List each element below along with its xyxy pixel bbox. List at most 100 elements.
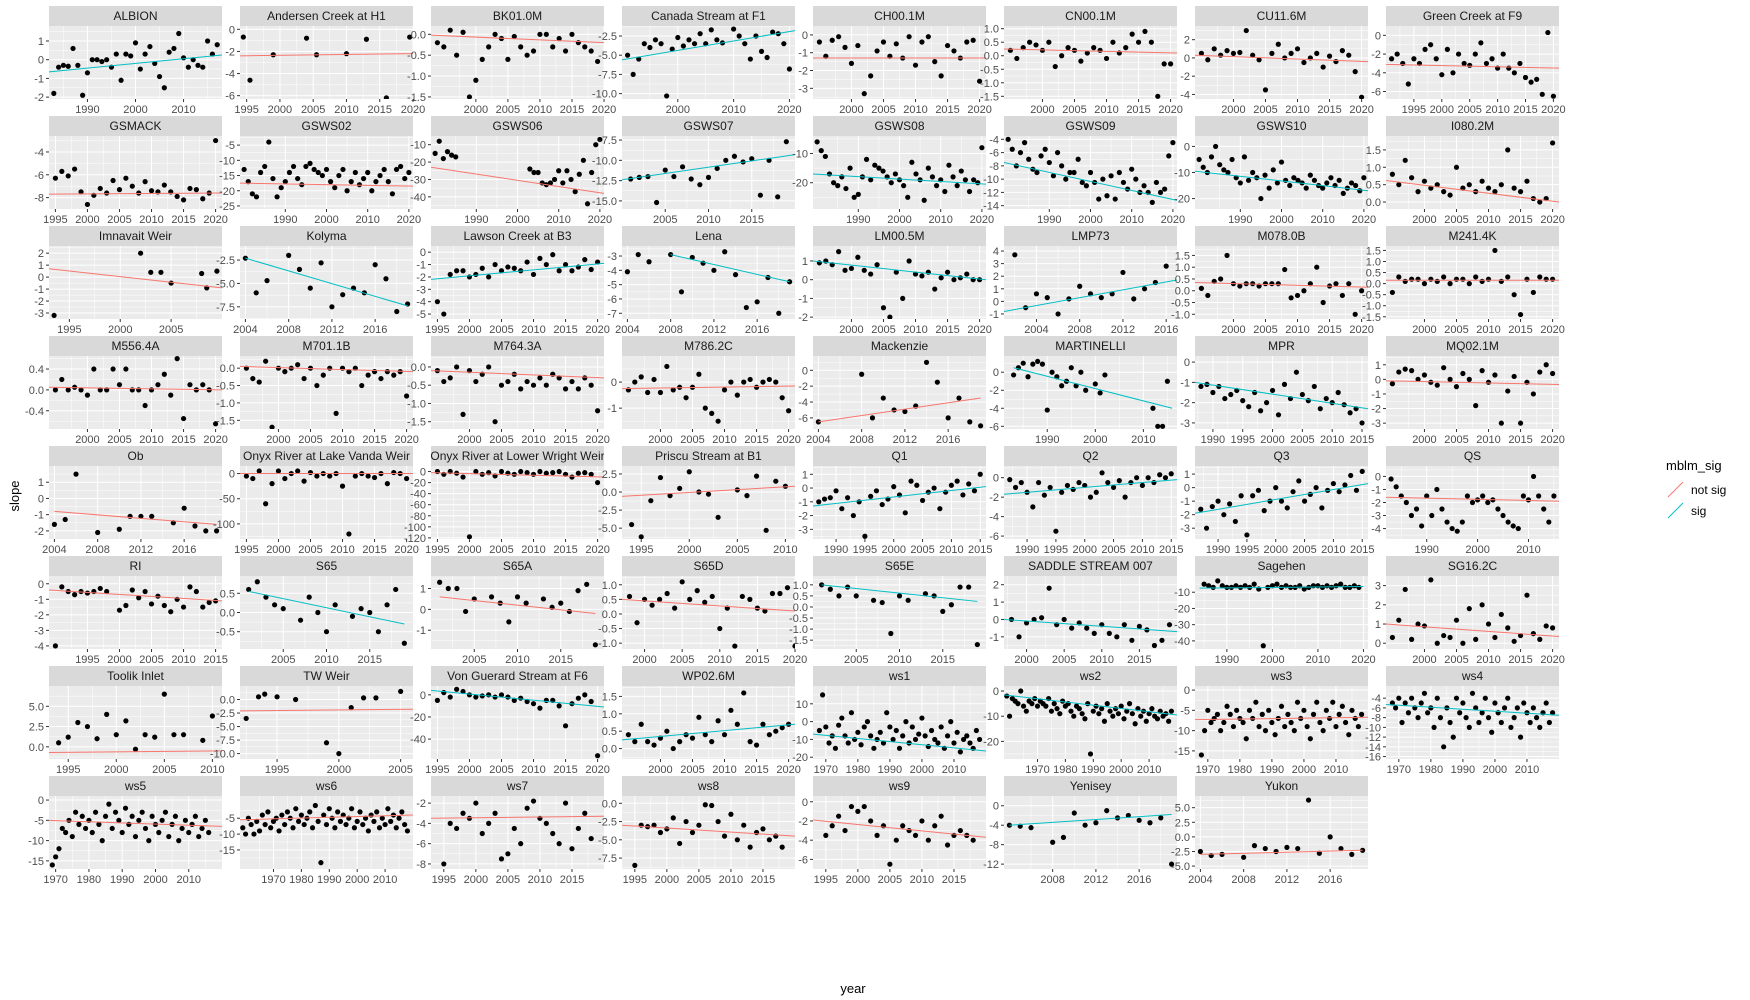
data-point [843, 185, 849, 192]
panel-marks [240, 358, 413, 429]
data-point [262, 163, 268, 170]
data-point [1441, 744, 1447, 750]
data-point [971, 177, 977, 183]
data-point [1206, 583, 1212, 589]
data-point [473, 378, 479, 385]
panel-background [240, 796, 413, 869]
panel-title: M701.1B [302, 339, 350, 353]
panel-strip [813, 666, 986, 686]
data-point [51, 90, 57, 96]
panel-title: LMP73 [1071, 229, 1109, 243]
y-tick-label: -2.5 [216, 255, 235, 267]
data-point [702, 599, 708, 605]
data-point [964, 733, 970, 739]
data-point [550, 252, 556, 258]
panel-title: Mackenzie [871, 339, 929, 353]
legend-title: mblm_sig [1666, 458, 1722, 473]
data-point [967, 740, 973, 746]
data-point [256, 379, 262, 385]
panel-strip [813, 556, 986, 576]
x-tick-label: 2010 [521, 434, 545, 446]
data-point [1266, 707, 1272, 713]
data-point [1029, 701, 1035, 707]
data-point [954, 183, 960, 189]
data-point [1068, 365, 1074, 371]
data-point [734, 392, 740, 398]
data-point [1460, 370, 1466, 377]
data-point [346, 531, 352, 537]
x-tick-label: 2010 [719, 874, 743, 886]
x-tick-label: 2015 [553, 434, 577, 446]
data-point [1549, 710, 1556, 716]
data-point [365, 828, 371, 834]
trend-line-not-sig [1004, 48, 1177, 54]
data-point [836, 593, 842, 599]
x-tick-label: 1990 [464, 214, 488, 226]
x-tick-label: 2020 [585, 324, 609, 336]
data-point [1243, 27, 1249, 34]
data-point [1082, 822, 1088, 828]
data-point [1145, 475, 1151, 481]
data-point [868, 733, 874, 739]
x-tick-label: 2000 [75, 434, 99, 446]
data-point [1275, 281, 1281, 287]
trend-line-not-sig [240, 53, 413, 57]
data-point [649, 602, 655, 608]
panel-title: GSWS07 [683, 119, 733, 133]
data-point [588, 698, 594, 705]
x-tick-label: 1995 [425, 544, 449, 556]
data-point [715, 514, 721, 520]
x-tick-label: 2000 [1014, 654, 1038, 666]
panel-marks [1386, 247, 1559, 318]
x-tick-label: 2000 [1030, 104, 1054, 116]
x-tick-label: 2004 [233, 324, 257, 336]
x-tick-label: 2012 [702, 324, 726, 336]
data-point [868, 177, 874, 183]
data-point [1492, 189, 1498, 195]
data-point [1042, 146, 1048, 152]
data-point [1326, 53, 1333, 59]
data-point [1168, 861, 1175, 867]
x-tick-label: 2010 [176, 874, 200, 886]
data-point [1054, 706, 1060, 712]
data-point [829, 823, 835, 829]
data-point [893, 41, 899, 47]
data-point [253, 194, 260, 200]
data-point [537, 375, 543, 381]
data-point [1361, 175, 1367, 181]
data-point [298, 812, 304, 818]
trend-line-sig [622, 30, 795, 61]
data-point [1065, 45, 1071, 51]
panel-title: S65 [316, 559, 338, 573]
y-tick-label: -10 [1174, 168, 1190, 180]
data-point [403, 393, 410, 399]
data-point [1153, 179, 1160, 186]
data-point [84, 70, 91, 76]
data-point [166, 49, 172, 55]
y-tick-label: 1.0 [602, 580, 617, 592]
y-tick-label: -10 [983, 174, 999, 186]
y-tick-label: 0 [1184, 357, 1190, 369]
x-tick-label: 2000 [327, 764, 351, 776]
data-point [1294, 292, 1301, 299]
x-tick-label: 2008 [1231, 874, 1255, 886]
trend-line-not-sig [1386, 380, 1559, 385]
y-tick-label: -4 [607, 265, 617, 277]
data-point [1141, 286, 1148, 292]
data-point [251, 831, 257, 837]
data-point [717, 625, 723, 632]
data-point [739, 593, 745, 600]
data-point [321, 812, 327, 818]
data-point [398, 163, 404, 170]
trend-line-not-sig [813, 819, 986, 838]
data-point [242, 831, 249, 837]
data-point [270, 175, 276, 182]
panel-strip [1195, 6, 1368, 26]
y-tick-label: -4 [1371, 693, 1381, 705]
data-point [518, 695, 524, 701]
data-point [94, 57, 100, 63]
panel-marks [240, 34, 413, 99]
